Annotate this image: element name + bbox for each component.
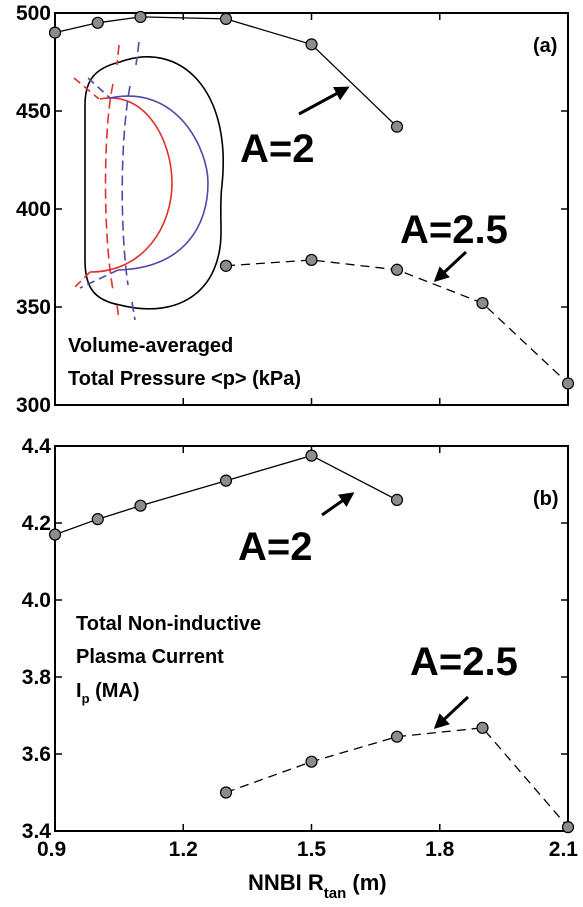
panel-a-ticks: 300 350 400 450 500 <box>16 2 569 417</box>
panel-b-series-line-a2 <box>54 454 398 536</box>
panel-b-xtick-label: 2.1 <box>549 838 579 861</box>
panel-b-data-point <box>305 755 318 768</box>
panel-a-data-point <box>305 38 318 51</box>
panel-b-data-point <box>476 721 489 734</box>
panel-a-data-point <box>305 253 318 267</box>
x-axis-label: NNBI Rtan (m) <box>248 870 387 902</box>
panel-a-data-point <box>476 296 489 310</box>
panel-b-ticks: 3.4 3.6 3.8 4.0 4.2 4.4 0.9 1.2 1.5 1.8 2.1 <box>22 435 579 861</box>
panel-b-xtick-label: 1.8 <box>425 838 455 861</box>
symbol-main: I <box>76 680 82 702</box>
panel-b-ytick-label: 3.4 <box>22 820 52 843</box>
panel-a-series <box>48 10 575 390</box>
panel-a-pressure: 300 350 400 450 500 (a) A=2 A=2.5 Volume-ave… <box>16 2 575 417</box>
panel-b-axes-frame <box>54 445 569 832</box>
panel-a-data-point <box>390 263 404 276</box>
inset-red-surface <box>89 97 173 273</box>
panel-b-data-point <box>219 474 233 487</box>
panel-a-data-point <box>219 259 233 272</box>
panel-b-arrow-a25 <box>433 695 470 730</box>
panel-b-data-point <box>561 821 575 834</box>
panel-a-ytick-label: 500 <box>16 2 51 25</box>
panel-b-data-point <box>219 786 233 799</box>
plasma-cross-section-inset <box>71 41 224 321</box>
inset-boundary <box>84 56 224 310</box>
symbol-sub: p <box>82 691 90 706</box>
panel-b-xtick-label: 0.9 <box>37 838 66 861</box>
panel-b-ytick-label: 4.4 <box>22 435 52 458</box>
panel-b-data-point <box>91 513 104 526</box>
panel-b-data-point <box>48 528 62 541</box>
panel-a-arrow-a2 <box>298 86 350 116</box>
panel-b-annotation-line2: Plasma Current <box>76 646 224 668</box>
panel-b-data-point <box>390 493 404 506</box>
panel-b-label-a25: A=2.5 <box>410 640 518 684</box>
panel-a-ytick-label: 400 <box>16 198 51 221</box>
panel-a-data-point <box>219 12 233 25</box>
symbol-unit: (MA) <box>95 680 139 702</box>
inset-blue-surface <box>109 95 209 271</box>
panel-b-annotation-line1: Total Non-inductive <box>76 613 261 635</box>
panel-a-data-point <box>134 10 147 24</box>
panel-a-data-point <box>390 120 404 133</box>
inset-blue-outer-dashed <box>121 41 140 321</box>
panel-a-tag: (a) <box>533 35 557 57</box>
panel-a-annotation-line2: Total Pressure <p> (kPa) <box>68 368 301 390</box>
panel-b-data-point <box>390 730 404 743</box>
inset-red-outer-dashed <box>104 44 120 321</box>
panel-b-annotation-symbol: Ip (MA) <box>76 680 140 706</box>
panel-b-current: 3.4 3.6 3.8 4.0 4.2 4.4 0.9 1.2 1.5 1.8 2.1 (b) A=… <box>22 435 579 861</box>
panel-b-ytick-label: 4.0 <box>22 589 51 612</box>
panel-a-ytick-label: 450 <box>16 100 51 123</box>
x-axis-label-main: NNBI R <box>248 870 324 895</box>
panel-a-ytick-label: 300 <box>16 394 51 417</box>
panel-a-annotation-line1: Volume-averaged <box>68 335 233 357</box>
panel-a-data-point <box>48 26 62 39</box>
inset-red-leg-dashed <box>71 77 100 291</box>
panel-b-xtick-label: 1.2 <box>169 838 198 861</box>
panel-a-data-point <box>91 16 104 29</box>
panel-a-data-point <box>561 377 575 390</box>
panel-b-data-point <box>134 499 147 512</box>
panel-b-ytick-label: 3.6 <box>22 743 51 766</box>
x-axis-label-sub: tan <box>324 885 347 902</box>
panel-b-arrow-a2 <box>321 492 355 517</box>
panel-b-label-a2: A=2 <box>238 525 313 569</box>
panel-b-tag: (b) <box>533 488 559 510</box>
panel-a-series-line-a25 <box>225 259 569 384</box>
inset-blue-leg-dashed <box>79 77 119 289</box>
panel-a-arrow-a25 <box>433 250 468 283</box>
x-axis-label-unit: (m) <box>352 870 386 895</box>
panel-a-label-a25: A=2.5 <box>400 208 508 252</box>
panel-b-ytick-label: 4.2 <box>22 512 51 535</box>
panel-b-series-line-a25 <box>225 727 569 828</box>
panel-a-ytick-label: 350 <box>16 296 51 319</box>
panel-a-label-a2: A=2 <box>240 127 315 171</box>
panel-b-ytick-label: 3.8 <box>22 666 52 689</box>
panel-a-series-line-a2 <box>54 16 398 128</box>
panel-b-xtick-label: 1.5 <box>297 838 327 861</box>
panel-b-series <box>48 449 575 834</box>
panel-b-data-point <box>305 449 318 462</box>
